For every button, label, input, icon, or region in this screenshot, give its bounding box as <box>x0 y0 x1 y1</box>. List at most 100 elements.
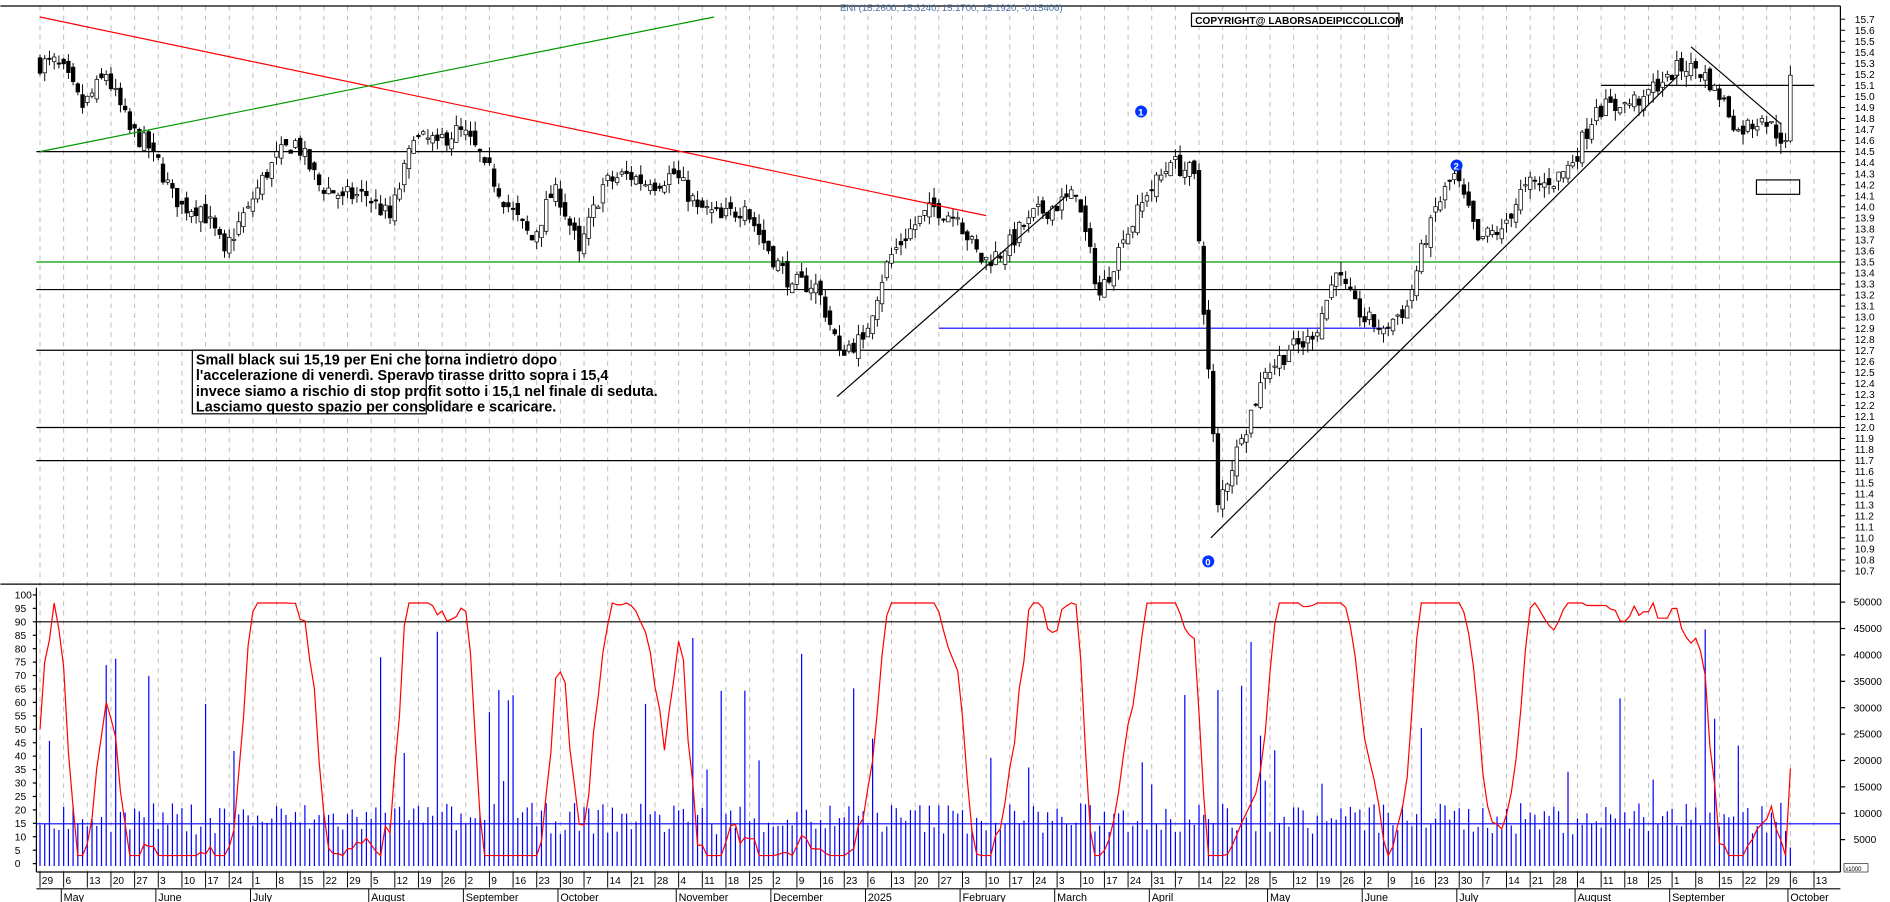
candle-body <box>411 140 416 154</box>
candle-body <box>1617 107 1623 114</box>
candle-body <box>629 171 634 180</box>
candle-body <box>1192 160 1197 175</box>
candle-body <box>667 173 672 185</box>
candle-body <box>1386 326 1391 329</box>
candle-body <box>1712 85 1717 91</box>
candle-body <box>1111 271 1117 287</box>
candle-body <box>245 206 251 209</box>
candle-body <box>1622 102 1627 105</box>
candle-body <box>236 221 241 235</box>
candle-body <box>1159 174 1164 181</box>
candle-body <box>1561 171 1566 179</box>
candle-body <box>1509 213 1514 219</box>
candle-body <box>544 199 549 232</box>
candle-body <box>1149 189 1154 192</box>
candle-body <box>1452 173 1457 181</box>
candle-body <box>501 201 506 208</box>
x-tick-label: 14 <box>1508 876 1520 887</box>
candle-body <box>326 187 331 195</box>
x-tick-label: 17 <box>1106 876 1118 887</box>
x-tick-label: 29 <box>1769 876 1781 887</box>
candle-body <box>137 128 142 148</box>
candle-body <box>1608 96 1613 103</box>
candle-body <box>903 238 908 242</box>
candle-body <box>936 203 941 219</box>
candle-body <box>1343 278 1348 285</box>
y-tick-label: 13.1 <box>1855 302 1875 313</box>
candle-body <box>927 202 932 218</box>
candle-body <box>416 134 421 138</box>
candle-body <box>444 132 449 146</box>
candle-body <box>842 350 847 356</box>
x-tick-label: 24 <box>1130 876 1142 887</box>
candle-body <box>463 129 468 136</box>
x-tick-label: 22 <box>1745 876 1757 887</box>
trendline <box>39 16 987 217</box>
right-tick-label: 20000 <box>1854 756 1883 767</box>
candle-body <box>719 207 724 219</box>
candle-body <box>430 135 435 144</box>
y-tick-label: 15.0 <box>1855 92 1875 103</box>
y-tick-label: 12.9 <box>1855 324 1875 335</box>
left-tick-label: 35 <box>15 765 27 776</box>
annotation-line-2: l'accelerazione di venerdì. Speravo tira… <box>196 368 608 384</box>
candle-body <box>567 218 572 226</box>
y-tick-label: 15.6 <box>1855 26 1875 37</box>
candle-body <box>818 280 823 296</box>
month-label: April <box>1152 892 1174 902</box>
candle-body <box>851 342 856 353</box>
y-tick-label: 13.9 <box>1855 213 1875 224</box>
x-tick-label: 23 <box>846 876 858 887</box>
candle-body <box>1106 276 1112 283</box>
candle-body <box>1542 182 1547 188</box>
candle-body <box>1494 231 1500 235</box>
x-tick-label: 6 <box>65 876 71 887</box>
right-tick-label: 35000 <box>1854 677 1883 688</box>
candle-body <box>1442 186 1448 201</box>
x-tick-label: 9 <box>799 876 805 887</box>
candle-body <box>1390 318 1396 332</box>
candle-body <box>1589 124 1594 140</box>
candle-body <box>1688 62 1694 76</box>
candle-body <box>1036 203 1041 207</box>
x-tick-label: 4 <box>680 876 686 887</box>
candle-body <box>983 256 989 261</box>
trendline <box>1690 46 1782 125</box>
candle-body <box>141 132 147 151</box>
candle-body <box>1305 336 1310 344</box>
y-tick-label: 11.1 <box>1855 522 1874 533</box>
x-tick-label: 2 <box>468 876 474 887</box>
left-tick-label: 45 <box>15 738 27 749</box>
candle-body <box>1698 74 1703 79</box>
candle-body <box>671 168 677 175</box>
candle-body <box>1556 171 1561 182</box>
candle-body <box>122 105 128 111</box>
candle-body <box>780 263 785 266</box>
y-tick-label: 10.9 <box>1855 544 1875 555</box>
left-tick-label: 65 <box>15 685 27 696</box>
left-tick-label: 100 <box>15 591 32 602</box>
x-tick-label: 31 <box>1154 876 1166 887</box>
candle-body <box>728 202 733 209</box>
candle-body <box>37 57 43 74</box>
candle-body <box>482 157 487 164</box>
candle-body <box>1371 314 1377 328</box>
candle-body <box>1154 174 1159 198</box>
candle-body <box>496 188 502 197</box>
annotation-line-3: invece siamo a rischio di stop profit so… <box>196 384 658 400</box>
candle-body <box>709 209 714 213</box>
y-tick-label: 11.7 <box>1855 456 1874 467</box>
candle-body <box>274 151 279 158</box>
y-tick-label: 15.4 <box>1855 48 1875 59</box>
candle-body <box>189 211 194 218</box>
x-tick-label: 7 <box>586 876 592 887</box>
left-tick-label: 0 <box>15 859 21 870</box>
candle-body <box>359 188 364 192</box>
candle-body <box>1064 193 1069 198</box>
candle-body <box>577 225 582 252</box>
candle-body <box>1759 118 1765 123</box>
y-tick-label: 11.3 <box>1855 500 1874 511</box>
x-tick-label: 22 <box>1224 876 1236 887</box>
y-tick-label: 13.6 <box>1855 247 1875 258</box>
y-tick-label: 14.4 <box>1855 158 1875 169</box>
